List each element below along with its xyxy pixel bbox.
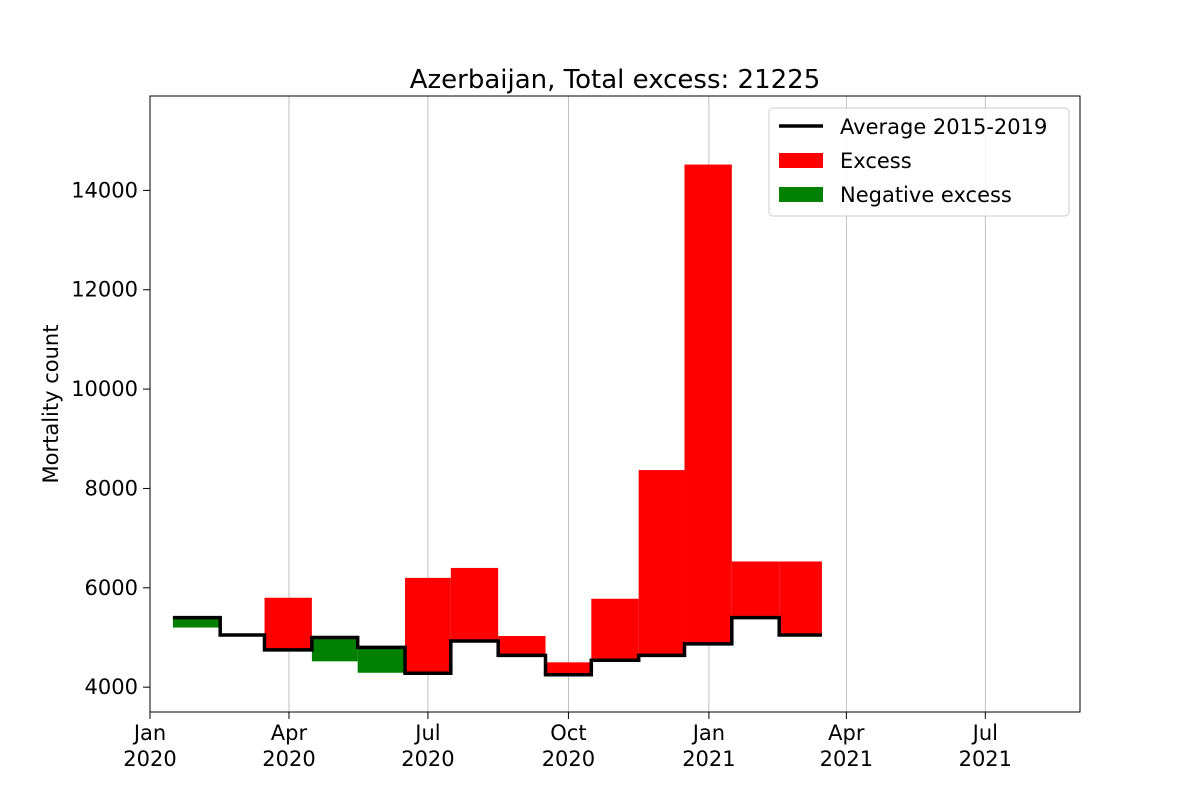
x-tick-label-month: Jan	[132, 721, 166, 745]
negative-excess-bar	[311, 637, 358, 662]
chart-title: Azerbaijan, Total excess: 21225	[410, 65, 821, 95]
excess-bar	[405, 577, 451, 674]
y-tick-label: 12000	[71, 278, 138, 302]
excess-bar	[591, 598, 639, 661]
excess-bar	[638, 470, 685, 656]
plot-frame	[149, 95, 1081, 713]
excess-bar	[545, 662, 592, 675]
excess-bars	[172, 164, 822, 675]
x-tick-label-month: Apr	[828, 721, 865, 745]
average-2015-2019-line	[172, 615, 822, 677]
y-tick-label: 10000	[71, 377, 138, 401]
legend-box	[768, 107, 1070, 217]
x-tick-label-year: 2020	[262, 747, 315, 771]
legend-swatch-excess	[779, 153, 823, 168]
y-axis-label: Mortality count	[39, 325, 63, 484]
legend-swatch-negative-excess	[779, 187, 823, 202]
legend-label-average: Average 2015-2019	[840, 115, 1047, 139]
x-tick-label-year: 2021	[820, 747, 873, 771]
legend-label-negative-excess: Negative excess	[840, 183, 1012, 207]
excess-bar	[498, 635, 546, 656]
x-tick-label-month: Jul	[413, 721, 440, 745]
x-tick-label-month: Jan	[691, 721, 725, 745]
y-axis: 4000 6000 8000 10000 12000 14000	[71, 178, 150, 699]
x-axis: Jan2020Apr2020Jul2020Oct2020Jan2021Apr20…	[123, 712, 1012, 771]
x-tick-label-year: 2020	[123, 747, 176, 771]
negative-excess-bar	[172, 617, 221, 628]
average-line-group	[172, 615, 822, 677]
x-tick-label-month: Jul	[971, 721, 998, 745]
legend-label-excess: Excess	[840, 149, 912, 173]
excess-bar	[731, 561, 780, 618]
x-tick-label-month: Oct	[550, 721, 586, 745]
x-tick-label-year: 2021	[959, 747, 1012, 771]
excess-bar	[264, 597, 312, 650]
y-tick-label: 4000	[85, 675, 138, 699]
y-tick-label: 14000	[71, 178, 138, 202]
y-tick-label: 6000	[85, 576, 138, 600]
x-tick-label-year: 2021	[682, 747, 735, 771]
excess-bar	[779, 561, 822, 635]
x-tick-label-year: 2020	[401, 747, 454, 771]
legend: Average 2015-2019 Excess Negative excess	[768, 107, 1070, 217]
excess-bar	[684, 164, 732, 644]
x-tick-label-month: Apr	[271, 721, 308, 745]
excess-bar	[450, 567, 499, 641]
negative-excess-bar	[357, 647, 406, 673]
x-tick-label-year: 2020	[542, 747, 595, 771]
y-tick-label: 8000	[85, 476, 138, 500]
